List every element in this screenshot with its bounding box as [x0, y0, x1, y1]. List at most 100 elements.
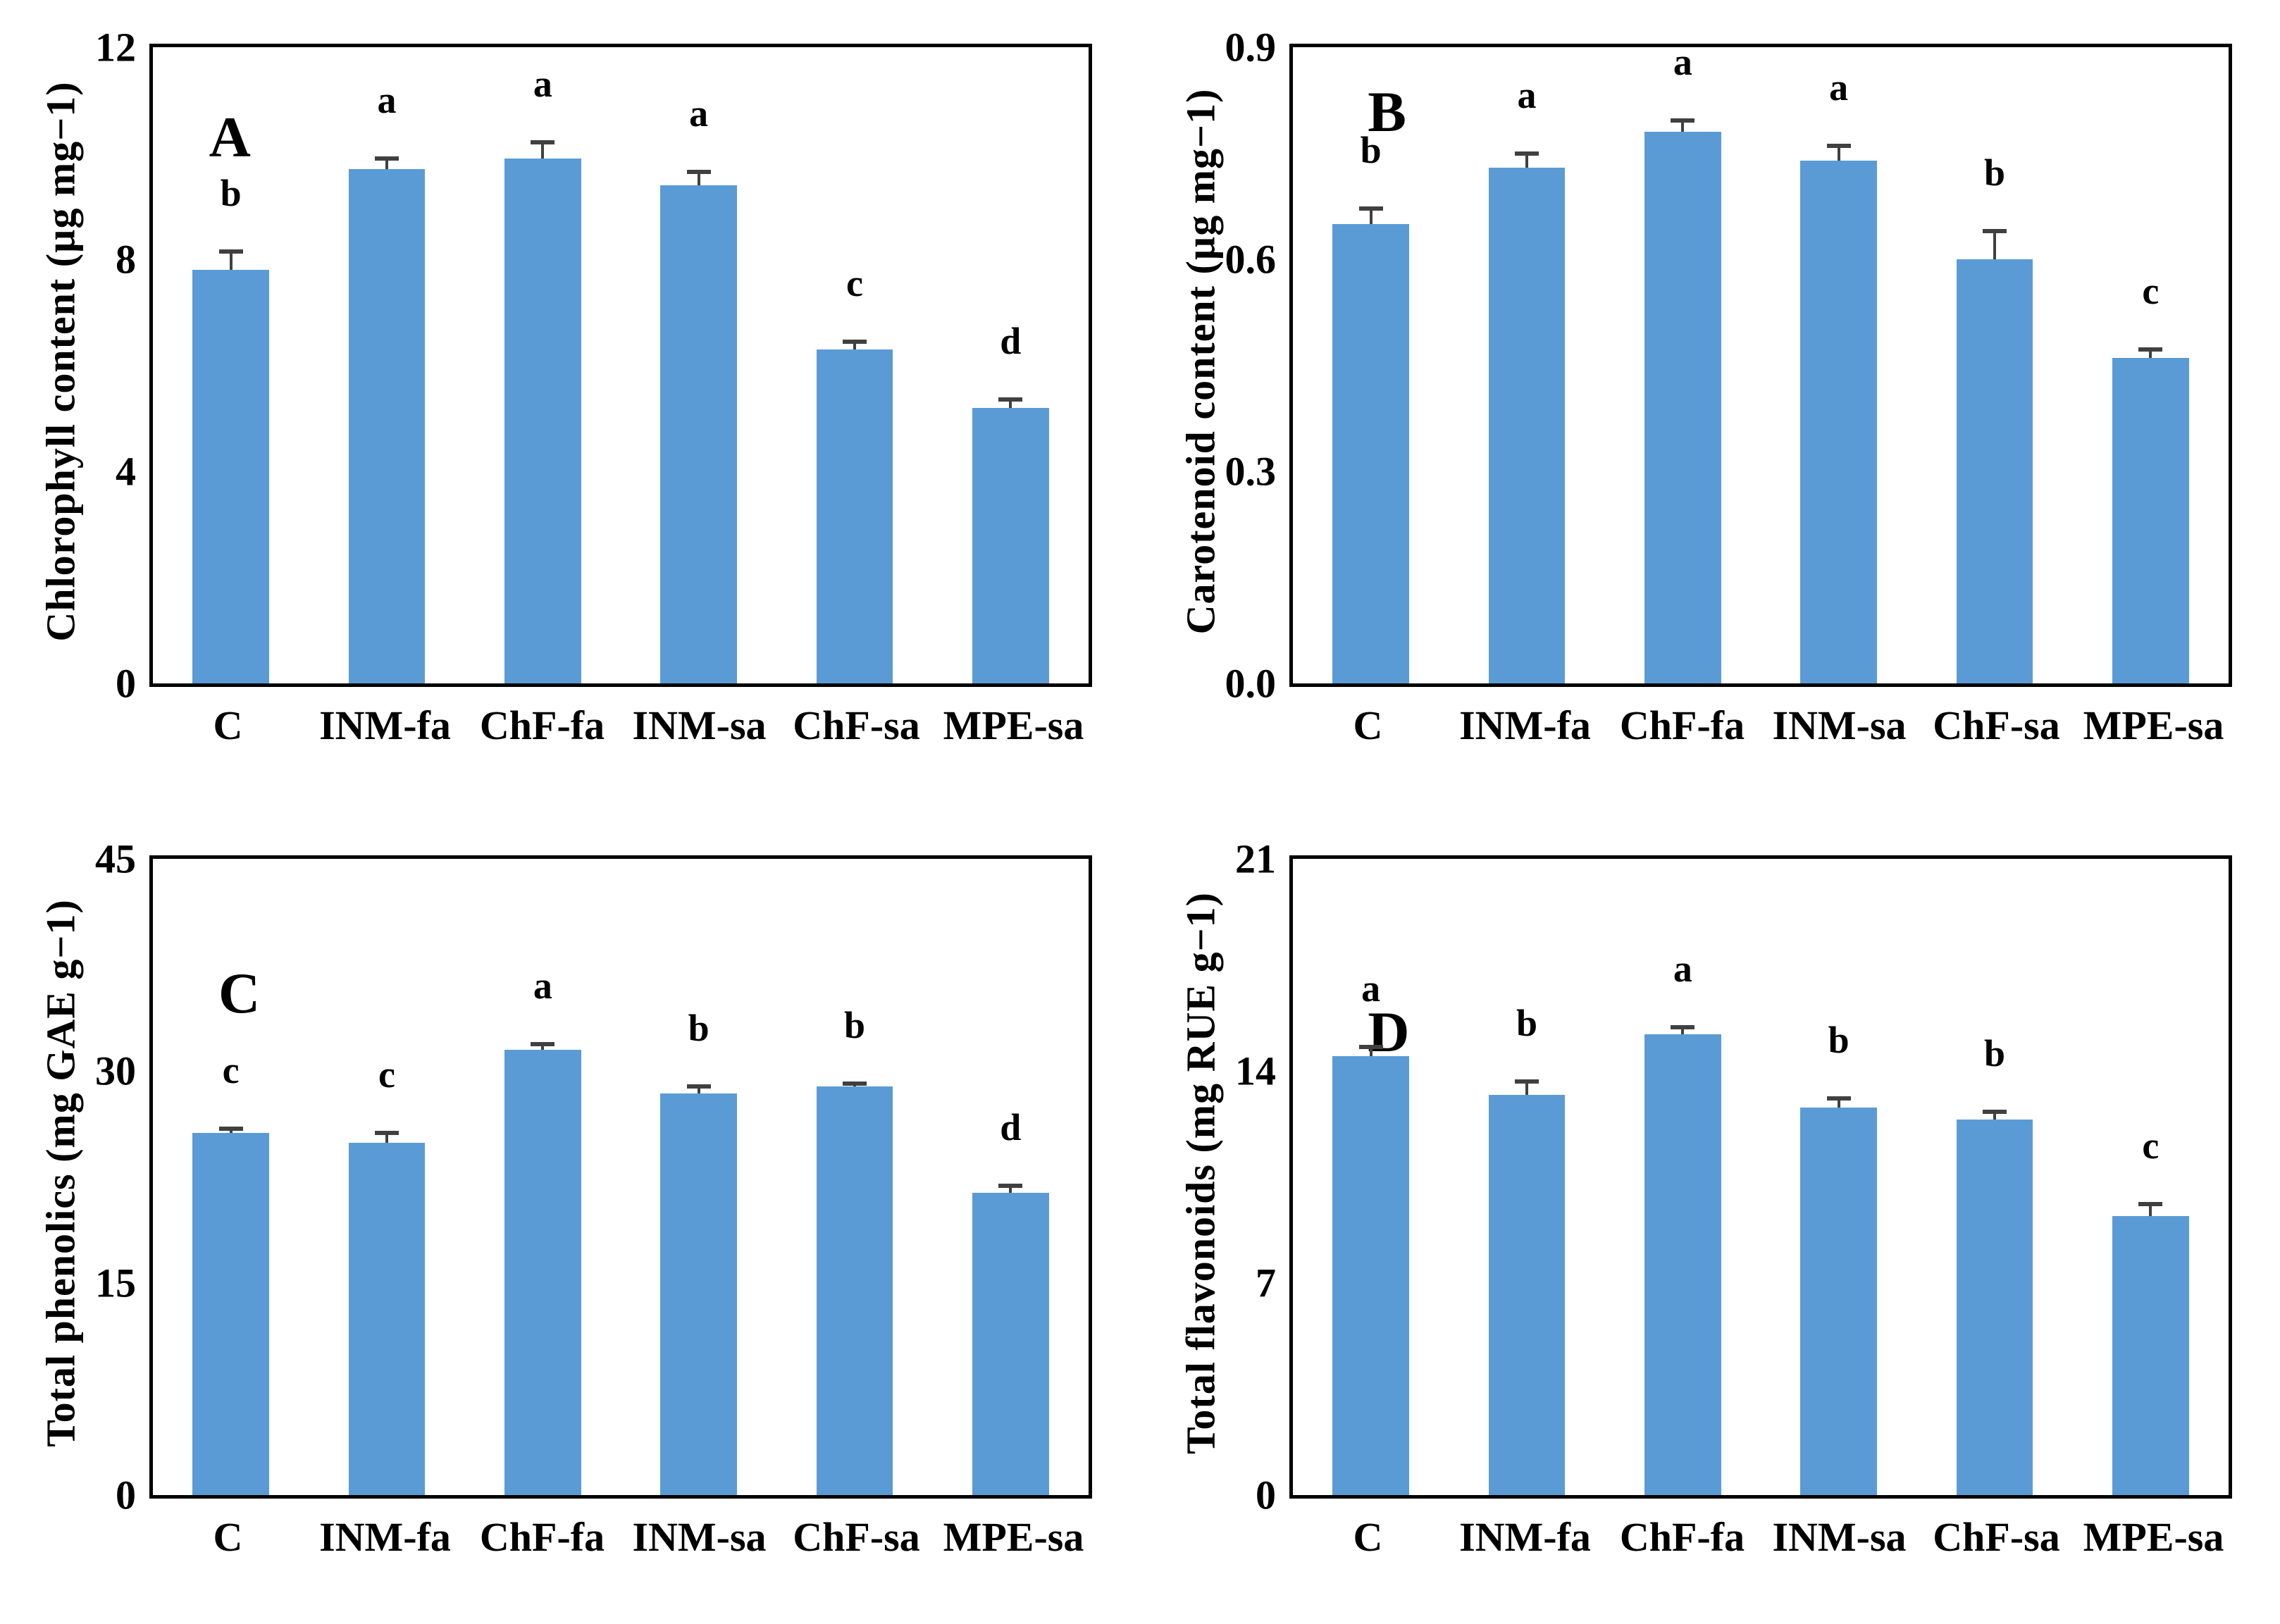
y-tick-label: 45: [95, 836, 136, 882]
y-axis-label: Chlorophyll content (µg mg−1): [37, 81, 84, 642]
error-bar-cap: [1358, 1044, 1383, 1049]
error-bar-stem: [853, 341, 856, 349]
y-axis-label: Carotenoid content (µg mg−1): [1177, 88, 1224, 635]
chart-panel-a: Chlorophyll content (µg mg−1) A 0 4 8 12 b a a…: [0, 0, 1140, 812]
error-bar-cap: [1515, 1079, 1539, 1084]
error-bar-cap: [1358, 206, 1383, 211]
error-bar-stem: [1837, 1098, 1840, 1108]
error-bar-stem: [697, 1086, 700, 1094]
y-axis-label: Total flavonoids (mg RUE g−1): [1177, 892, 1224, 1454]
category-label: ChF-fa: [1619, 1514, 1745, 1560]
y-tick-label: 0.3: [1225, 448, 1277, 495]
bar-INM-sa: [660, 1093, 738, 1495]
category-label: INM-sa: [632, 702, 767, 748]
category-label: INM-fa: [319, 702, 451, 748]
error-bar-cap: [375, 1131, 399, 1136]
bar-ChF-sa: [816, 349, 893, 683]
bar-INM-fa: [1488, 167, 1566, 683]
panel-letter: D: [1368, 999, 1410, 1064]
category-label: ChF-sa: [793, 702, 920, 748]
bar-C: [192, 1133, 270, 1495]
error-bar-cap: [998, 1183, 1023, 1188]
bar-MPE-sa: [2112, 358, 2189, 683]
error-bar-stem: [1009, 1185, 1012, 1193]
error-bar-cap: [531, 1041, 555, 1046]
error-bar-stem: [1837, 146, 1840, 161]
error-bar-stem: [2149, 349, 2152, 359]
x-axis-labels: C INM-fa ChF-fa INM-sa ChF-sa MPE-sa: [149, 1513, 1092, 1561]
error-bar-stem: [1525, 153, 1528, 168]
significance-letter: a: [533, 63, 552, 106]
significance-letter: b: [843, 1004, 866, 1047]
significance-letter: a: [1517, 73, 1537, 116]
bar-INM-sa: [1800, 160, 1878, 683]
significance-letter: a: [1829, 66, 1849, 109]
panel-letter: C: [218, 961, 261, 1026]
y-tick-label: 15: [95, 1260, 136, 1306]
bar-INM-sa: [1800, 1107, 1878, 1495]
y-tick-label: 0: [116, 1472, 136, 1518]
y-tick-label: 0.0: [1225, 660, 1277, 707]
y-tick-label: 0: [116, 660, 136, 707]
bar-ChF-fa: [1644, 132, 1721, 683]
significance-letter: b: [220, 171, 242, 214]
plot-area: D 0 7 14 21 a b a b b c: [1235, 836, 2232, 1518]
significance-letter: b: [1360, 128, 1382, 171]
bar-MPE-sa: [2112, 1216, 2189, 1495]
x-axis-labels: C INM-fa ChF-fa INM-sa ChF-sa MPE-sa: [1289, 702, 2232, 749]
error-bar-cap: [686, 169, 711, 174]
error-bar-stem: [1369, 1046, 1373, 1056]
y-tick-label: 21: [1235, 836, 1276, 882]
bar-C: [1332, 1055, 1410, 1495]
category-label: MPE-sa: [943, 702, 1084, 748]
x-axis-labels: C INM-fa ChF-fa INM-sa ChF-sa MPE-sa: [1289, 1513, 2232, 1561]
category-label: INM-sa: [632, 1514, 767, 1560]
plot-area: A 0 4 8 12 b a a a c d: [95, 25, 1092, 707]
significance-letter: b: [1983, 1032, 2006, 1075]
error-bar-stem: [385, 159, 388, 170]
significance-letter: b: [688, 1007, 710, 1050]
error-bar-stem: [385, 1133, 388, 1143]
bar-INM-fa: [348, 169, 426, 683]
significance-letter: d: [1000, 1105, 1022, 1148]
error-bar-cap: [1671, 118, 1695, 123]
category-label: INM-fa: [1459, 1514, 1591, 1560]
y-tick-label: 0.6: [1225, 236, 1277, 283]
category-label: MPE-sa: [2083, 1514, 2224, 1560]
error-bar-cap: [2138, 347, 2163, 352]
y-tick-label: 8: [116, 236, 136, 283]
significance-letter: b: [1828, 1018, 1850, 1061]
error-bar-stem: [1369, 208, 1373, 224]
error-bar-stem: [1681, 1027, 1685, 1035]
significance-letter: a: [1673, 41, 1692, 84]
significance-letter: b: [1983, 151, 2006, 194]
category-label: MPE-sa: [943, 1514, 1084, 1560]
error-bar-cap: [998, 397, 1023, 402]
category-label: INM-sa: [1772, 702, 1907, 748]
significance-letter: c: [378, 1053, 395, 1096]
significance-letter: b: [1516, 1002, 1538, 1045]
category-label: ChF-sa: [1933, 702, 2060, 748]
error-bar-cap: [531, 140, 555, 145]
error-bar-cap: [375, 156, 399, 161]
bar-INM-sa: [660, 185, 738, 683]
bar-INM-fa: [1488, 1095, 1566, 1495]
error-bar-stem: [697, 171, 700, 185]
category-label: C: [213, 702, 243, 748]
significance-letter: a: [1361, 967, 1381, 1010]
significance-letter: a: [533, 964, 552, 1007]
y-tick-label: 0: [1256, 1472, 1276, 1518]
category-label: ChF-fa: [479, 702, 605, 748]
significance-letter: c: [2142, 270, 2160, 313]
error-bar-cap: [686, 1084, 711, 1089]
category-label: INM-sa: [1772, 1514, 1907, 1560]
error-bar-stem: [1993, 230, 1996, 260]
bar-C: [1332, 223, 1410, 683]
error-bar-stem: [2149, 1204, 2152, 1217]
panel-letter: A: [209, 105, 251, 170]
bar-ChF-sa: [1956, 1119, 2033, 1495]
significance-letter: a: [377, 79, 397, 122]
category-label: ChF-sa: [793, 1514, 920, 1560]
error-bar-stem: [1009, 399, 1012, 408]
